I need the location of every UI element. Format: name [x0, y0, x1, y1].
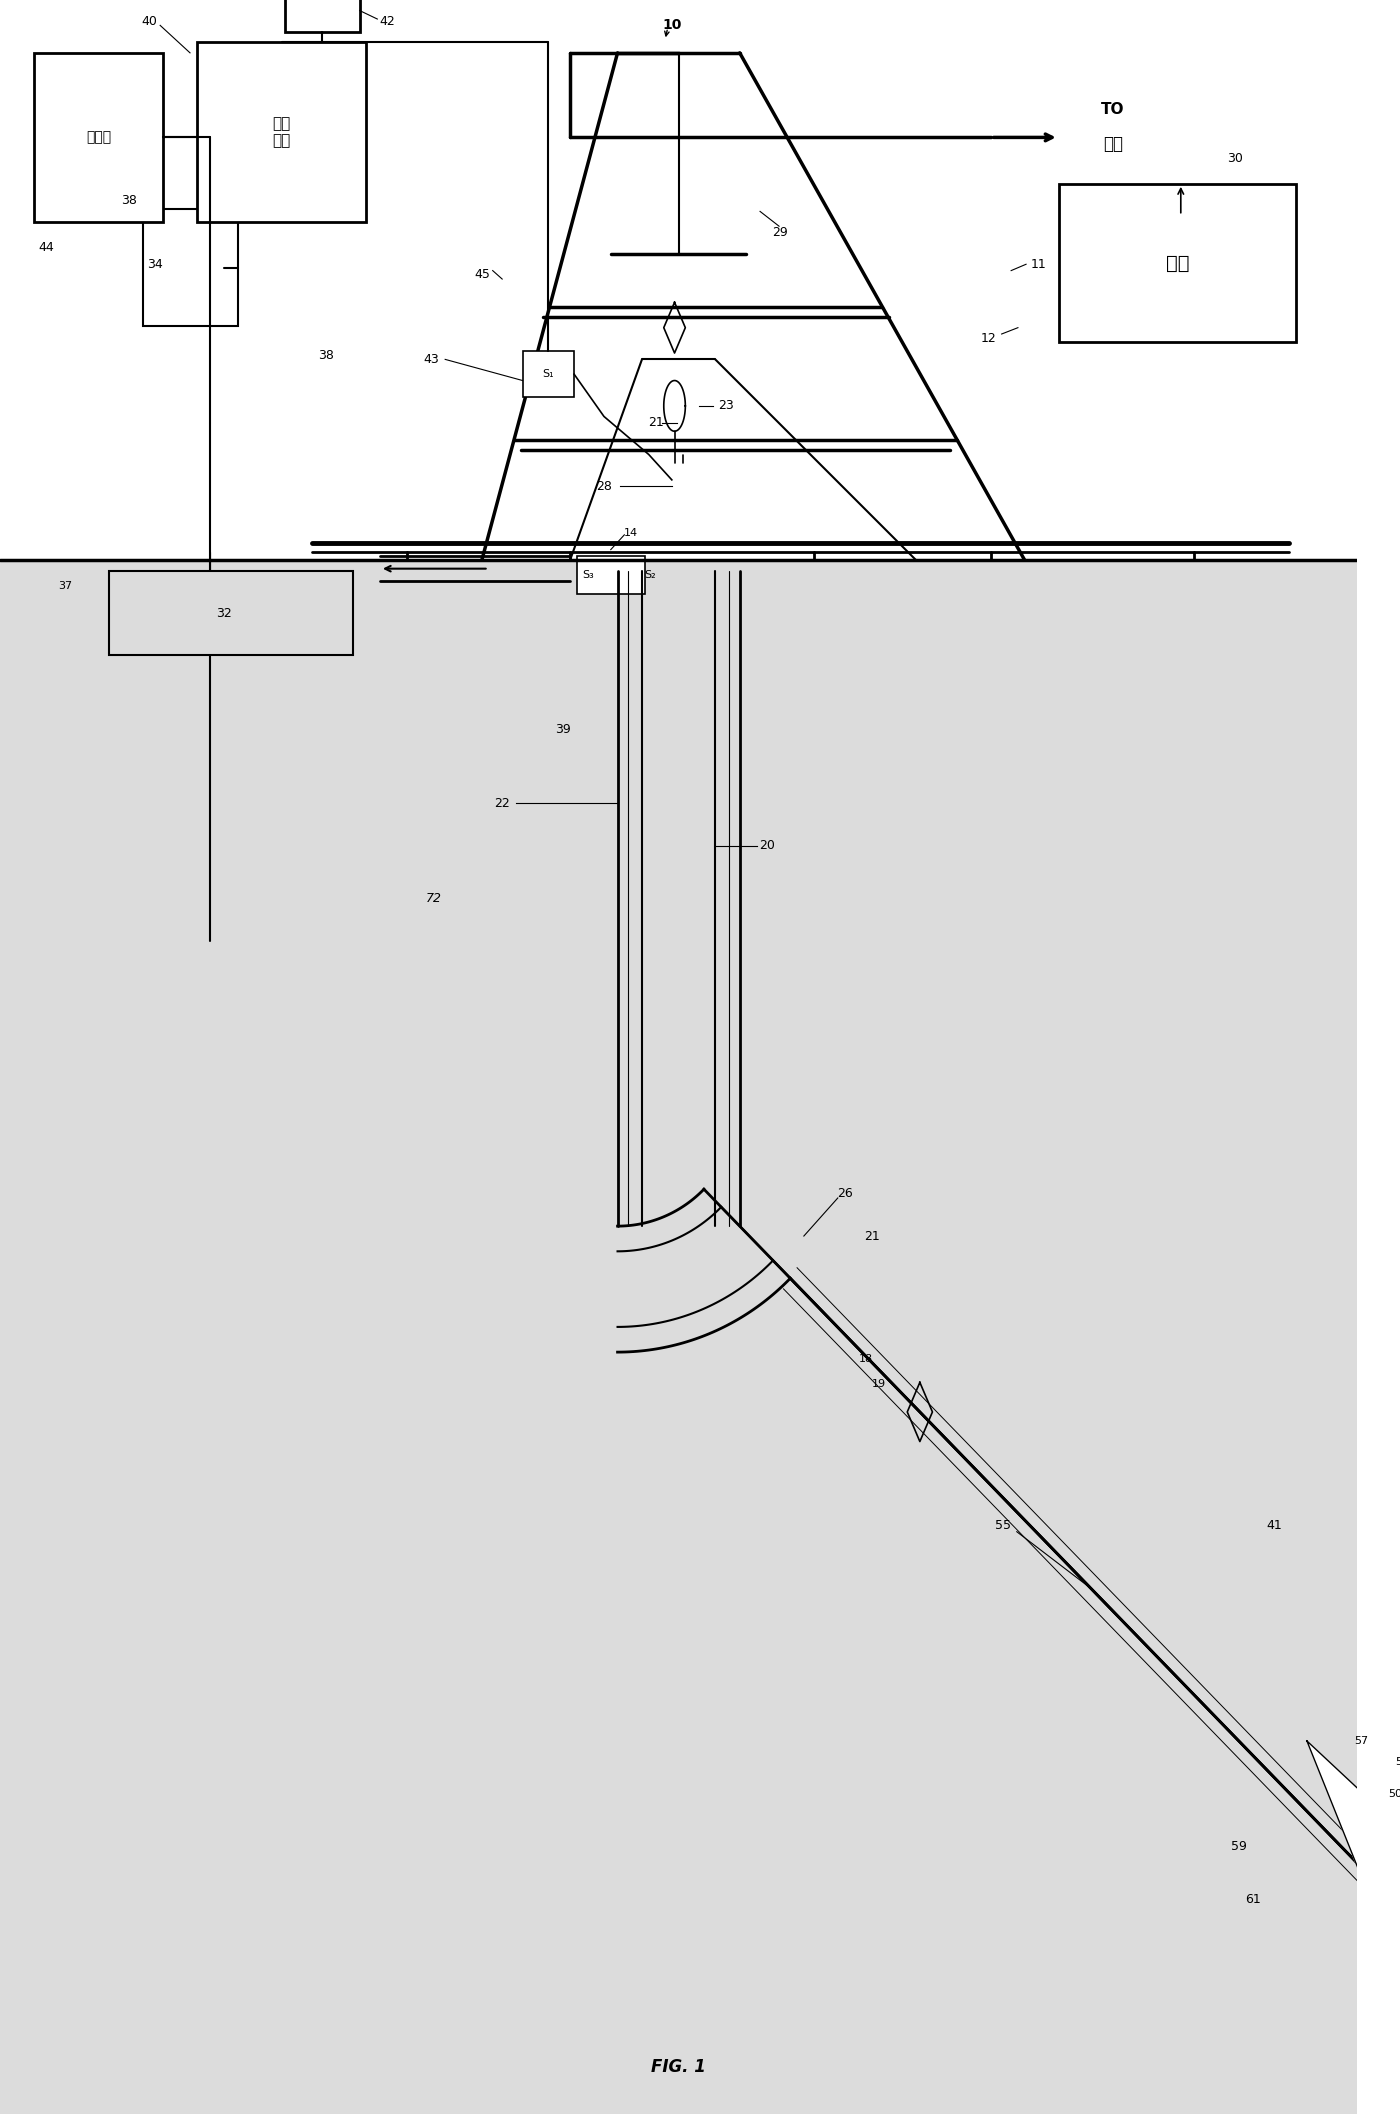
Text: 26: 26: [837, 1188, 853, 1201]
Text: 23: 23: [718, 400, 734, 412]
Text: 39: 39: [556, 723, 571, 736]
Text: 58: 58: [1394, 1757, 1400, 1767]
Polygon shape: [1306, 1742, 1400, 1911]
Text: 30: 30: [1228, 152, 1243, 165]
Bar: [1058, 184, 1296, 342]
Bar: [143, 209, 238, 326]
Bar: [577, 556, 644, 594]
Text: 21: 21: [648, 416, 664, 429]
Text: 10: 10: [662, 19, 682, 32]
Text: 32: 32: [216, 607, 232, 619]
Text: 报警器: 报警器: [85, 131, 111, 144]
Text: 29: 29: [773, 226, 788, 239]
Text: S₂: S₂: [644, 571, 657, 579]
Text: 19: 19: [872, 1380, 886, 1389]
Text: 55: 55: [995, 1518, 1011, 1533]
Text: 59: 59: [1231, 1839, 1247, 1854]
Text: 41: 41: [1267, 1518, 1282, 1533]
Text: 37: 37: [57, 581, 73, 590]
Text: 21: 21: [864, 1230, 879, 1243]
Text: 20: 20: [759, 839, 774, 852]
Bar: [109, 571, 353, 655]
Text: 45: 45: [473, 268, 490, 281]
Text: 34: 34: [147, 258, 162, 271]
Text: 14: 14: [624, 528, 638, 537]
Text: 61: 61: [1245, 1892, 1260, 1907]
Text: 72: 72: [427, 892, 442, 905]
Bar: [522, 351, 574, 397]
Text: 绞车: 绞车: [1103, 135, 1123, 152]
Text: S₁: S₁: [543, 370, 554, 378]
Bar: [34, 53, 162, 222]
Text: FIG. 1: FIG. 1: [651, 2059, 706, 2076]
Text: 40: 40: [141, 15, 157, 27]
Bar: [0, 560, 1357, 2114]
Text: 18: 18: [858, 1355, 872, 1364]
Text: 12: 12: [980, 332, 995, 345]
Text: 38: 38: [318, 349, 333, 361]
Text: 43: 43: [424, 353, 440, 366]
Text: 11: 11: [1030, 258, 1046, 271]
Bar: [286, 0, 360, 32]
Text: 44: 44: [38, 241, 53, 254]
Text: 57: 57: [1354, 1736, 1368, 1746]
Text: 绞车: 绞车: [1166, 254, 1189, 273]
Text: 22: 22: [494, 797, 510, 810]
Bar: [197, 42, 367, 222]
Text: 42: 42: [379, 15, 395, 27]
Text: S₃: S₃: [582, 571, 594, 579]
Text: 50: 50: [1389, 1788, 1400, 1799]
Text: 28: 28: [596, 480, 612, 493]
Text: 控制
单元: 控制 单元: [273, 116, 291, 148]
Text: TO: TO: [1102, 101, 1124, 118]
Text: 38: 38: [120, 194, 137, 207]
